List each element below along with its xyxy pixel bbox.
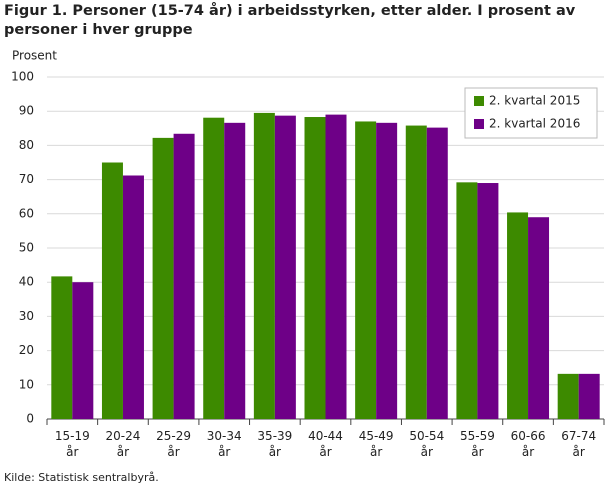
x-tick-label: 15-19 år — [54, 429, 90, 459]
y-tick-label: 0 — [26, 412, 34, 426]
y-tick-label: 20 — [19, 343, 34, 357]
bar — [557, 373, 579, 419]
legend-label: 2. kvartal 2016 — [489, 117, 580, 131]
x-tick-label: 45-49 år — [358, 429, 394, 459]
x-tick-label: 67-74 år — [561, 429, 597, 459]
y-tick-label: 100 — [11, 70, 34, 84]
x-tick-label: 25-29 år — [156, 429, 192, 459]
bar — [122, 175, 144, 419]
legend-swatch — [474, 96, 484, 106]
x-tick-label: 35-39 år — [257, 429, 293, 459]
y-tick-label: 50 — [19, 241, 34, 255]
legend-swatch — [474, 119, 484, 129]
y-tick-label: 30 — [19, 309, 34, 323]
bar — [528, 217, 550, 419]
bar — [456, 182, 478, 419]
bar — [203, 117, 225, 419]
bar — [376, 122, 398, 419]
x-tick-label: 55-59 år — [459, 429, 495, 459]
bar — [578, 373, 600, 419]
bar — [507, 212, 529, 419]
x-tick-label: 60-66 år — [510, 429, 546, 459]
bar — [304, 117, 326, 419]
bar — [355, 121, 377, 420]
bar — [72, 282, 94, 419]
y-tick-label: 70 — [19, 172, 34, 186]
bar — [274, 115, 296, 420]
x-tick-label: 50-54 år — [409, 429, 445, 459]
bar — [405, 125, 427, 420]
bar — [101, 162, 123, 419]
x-tick-label: 20-24 år — [105, 429, 141, 459]
bar — [173, 133, 195, 419]
x-tick-label: 30-34 år — [206, 429, 242, 459]
bar — [253, 112, 275, 419]
bar — [224, 122, 246, 419]
y-tick-label: 40 — [19, 275, 34, 289]
y-tick-label: 80 — [19, 138, 34, 152]
source: Kilde: Statistisk sentralbyrå. — [4, 471, 159, 484]
bar — [325, 114, 347, 420]
legend-box — [464, 87, 598, 139]
x-tick-label: 40-44 år — [308, 429, 343, 459]
y-axis-label: Prosent — [12, 49, 57, 63]
y-tick-label: 10 — [19, 377, 34, 391]
y-tick-label: 90 — [19, 104, 34, 118]
bar — [426, 127, 448, 419]
chart-title: Figur 1. Personer (15-74 år) i arbeidsst… — [4, 3, 576, 38]
y-tick-label: 60 — [19, 206, 34, 220]
bar — [477, 183, 499, 419]
bar — [51, 276, 73, 419]
legend-label: 2. kvartal 2015 — [489, 94, 580, 108]
bar — [152, 137, 174, 419]
